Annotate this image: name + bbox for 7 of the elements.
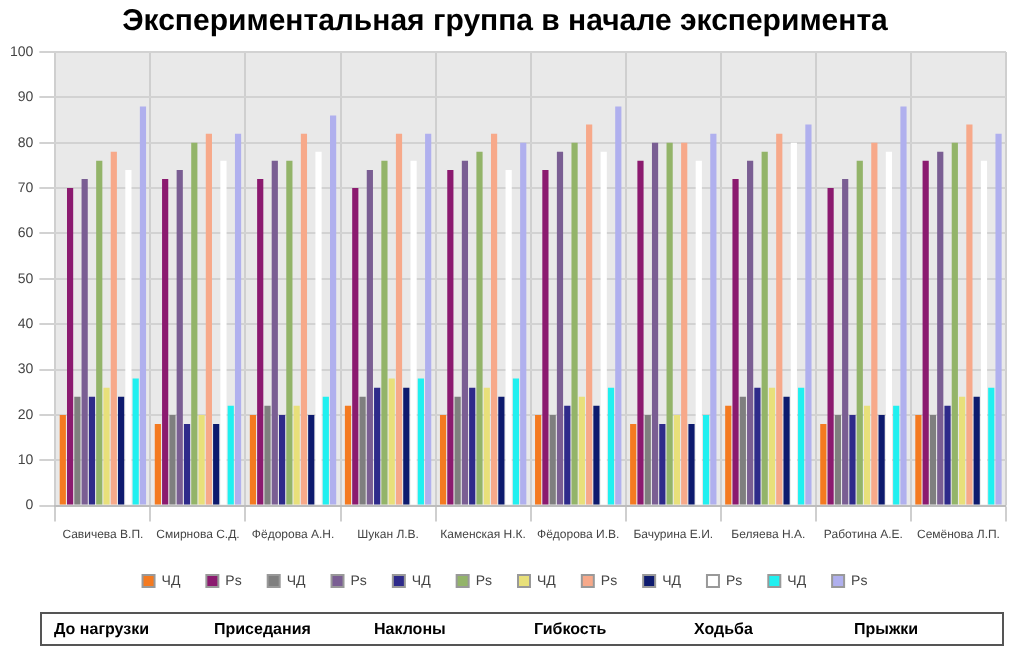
text: Приседания bbox=[212, 618, 313, 642]
text: Наклоны bbox=[372, 618, 448, 642]
chart-title: Экспериментальная группа в начале эксперимента bbox=[122, 4, 890, 39]
text: Ходьба bbox=[692, 618, 755, 642]
text: Прыжки bbox=[852, 618, 921, 642]
text: Гибкость bbox=[532, 618, 609, 642]
text: До нагрузки bbox=[52, 618, 152, 642]
